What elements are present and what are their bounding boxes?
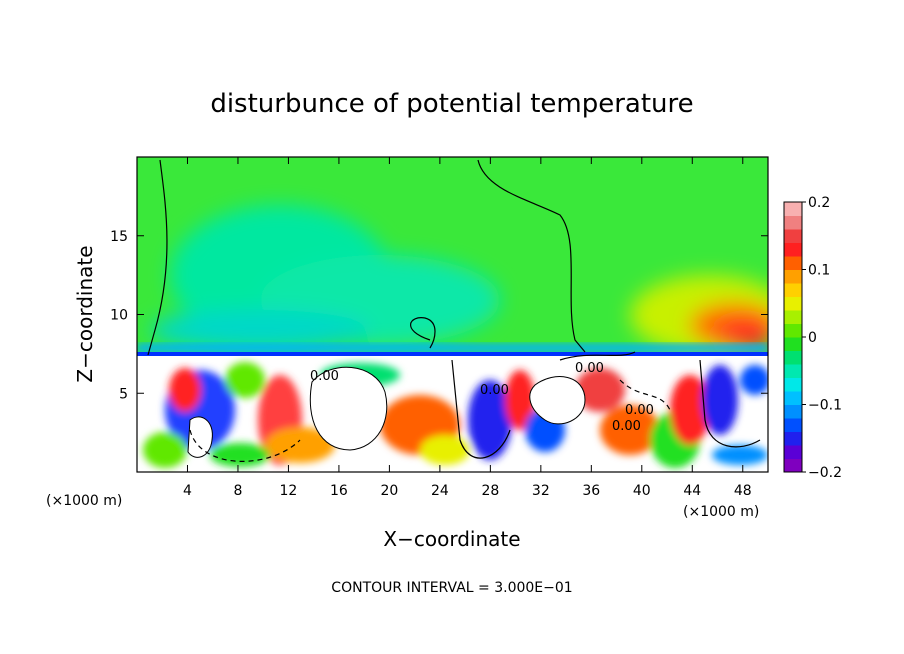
x-tick-label: 8	[233, 483, 242, 499]
colorbar-swatch	[784, 323, 802, 338]
colorbar: 0.2 0.1 0 −0.1 −0.2	[783, 195, 842, 481]
contour-label: 0.00	[480, 383, 509, 398]
colorbar-swatch	[784, 431, 802, 446]
colorbar-swatch	[784, 296, 802, 311]
x-tick-label: 40	[633, 483, 651, 499]
x-tick-label: 20	[380, 483, 398, 499]
plot-area: 0.00 0.00 0.00 0.00 0.00	[137, 157, 768, 472]
x-tick-label: 16	[330, 483, 348, 499]
x-tick-label: 36	[582, 483, 600, 499]
x-tick-label: 24	[431, 483, 449, 499]
contour-lines	[147, 159, 761, 462]
colorbar-tick-label: 0	[808, 330, 817, 346]
colorbar-swatch	[784, 229, 802, 243]
turbulent-eddies	[143, 362, 768, 468]
y-tick-label: 15	[110, 229, 128, 245]
contour-labels: 0.00 0.00 0.00 0.00 0.00	[310, 361, 654, 434]
y-tick-label: 5	[119, 386, 128, 402]
x-tick-label: 28	[481, 483, 499, 499]
colorbar-swatch	[784, 458, 802, 473]
colorbar-swatch	[784, 377, 802, 392]
colorbar-swatch	[784, 350, 802, 365]
colorbar-swatch	[784, 256, 802, 270]
colorbar-swatch	[784, 337, 802, 351]
contour-label: 0.00	[310, 369, 339, 384]
x-tick-label: 48	[734, 483, 752, 499]
colorbar-swatch	[784, 418, 802, 432]
y-tick-label: 10	[110, 308, 128, 324]
y-axis: 5 10 15	[110, 229, 768, 402]
y-axis-label: Z−coordinate	[73, 245, 97, 382]
colorbar-swatch	[784, 310, 802, 324]
contour-interval-note: CONTOUR INTERVAL = 3.000E−01	[331, 580, 572, 596]
inversion-band	[137, 344, 768, 352]
x-tick-label: 32	[532, 483, 550, 499]
x-tick-label: 12	[280, 483, 298, 499]
colorbar-swatch	[784, 364, 802, 378]
x-unit-label: (×1000 m)	[683, 504, 759, 520]
colorbar-swatch	[784, 283, 802, 297]
x-axis-label: X−coordinate	[383, 527, 520, 551]
x-tick-label: 4	[183, 483, 192, 499]
colorbar-tick-label: 0.1	[808, 263, 830, 279]
warm-region-red	[717, 321, 768, 349]
colorbar-tick-label: 0.2	[808, 195, 830, 211]
chart-title: disturbunce of potential temperature	[210, 89, 693, 119]
colorbar-swatch	[784, 404, 802, 419]
colorbar-tick-label: −0.1	[808, 398, 842, 414]
colorbar-swatch	[784, 445, 802, 459]
contour-label: 0.00	[575, 361, 604, 376]
colorbar-swatch	[784, 269, 802, 284]
colorbar-swatch	[784, 242, 802, 257]
x-axis: 4 8 12 16 20 24 28 32 36 40 44 48	[183, 157, 752, 499]
colorbar-swatch	[784, 202, 802, 216]
colorbar-swatch	[784, 391, 802, 405]
colorbar-tick-label: −0.2	[808, 465, 842, 481]
contour-label: 0.00	[625, 403, 654, 418]
z-unit-label: (×1000 m)	[46, 493, 122, 509]
disturbance-peaks	[187, 366, 586, 458]
contour-label: 0.00	[612, 419, 641, 434]
inversion-line	[137, 352, 768, 356]
x-tick-label: 44	[683, 483, 701, 499]
cool-region-low	[150, 310, 370, 350]
colorbar-swatch	[784, 215, 802, 230]
